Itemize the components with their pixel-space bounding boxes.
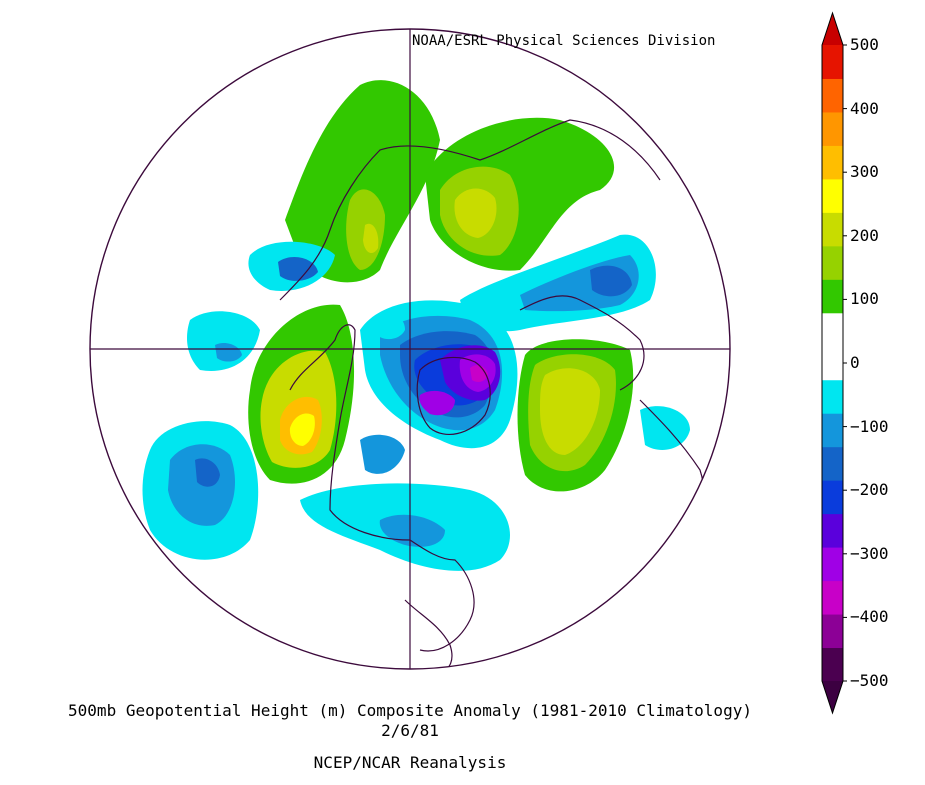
color-bar-tick-label: −500 [850,671,889,690]
color-bar-top-arrow [822,13,843,45]
northwest-ridge-contour-100 [285,80,440,283]
color-bar-tick-label: −200 [850,480,889,500]
color-bar-segment [822,45,843,79]
color-bar-segment [822,78,843,113]
bering-low-contour [187,311,260,371]
color-bar-segment [822,413,843,448]
color-bar-segment [822,212,843,247]
color-bar-segment [822,178,843,213]
map-title: 500mb Geopotential Height (m) Composite … [68,701,752,720]
color-bar-segment [822,245,843,280]
color-bar-segment [822,480,843,515]
pacific-ridge-contour-350 [289,413,315,446]
color-bar-segment [822,346,843,381]
atlantic-europe-low-contour-200 [590,265,632,297]
color-bar-segment [822,111,843,146]
color-bar-tick-label: −400 [850,607,889,627]
color-bar-tick-label: 300 [850,162,879,182]
arctic-ocean-low [375,314,405,340]
hudson-low-contour [360,434,405,474]
east-asia-low-contour-200 [278,257,318,281]
color-bar-segment [822,379,843,414]
color-bar-segment [822,580,843,615]
color-bar-segment [822,547,843,582]
west-africa-low [640,406,690,450]
color-bar-segment [822,312,843,347]
color-bar-tick-label: 400 [850,98,879,118]
south-america-coast [404,599,453,669]
color-bar-tick-label: 500 [850,35,879,54]
map-source: NCEP/NCAR Reanalysis [313,753,507,772]
color-bar-segment [822,513,843,548]
color-bar-segment [822,145,843,180]
color-bar-bottom-arrow [822,681,843,713]
northwest-ridge-core [363,223,379,254]
color-bar-tick-label: 0 [850,353,860,372]
canada-low-contour-300 [419,390,455,416]
greenland-coast [416,356,491,436]
europe-coast [519,295,645,391]
color-bar-tick-label: −300 [850,543,889,563]
color-bar-segment [822,647,843,682]
color-bar-tick-label: 100 [850,289,879,309]
color-bar [821,11,847,715]
east-pacific-low-contour-200 [195,458,220,487]
anomaly-contours [142,80,690,571]
credit-label: NOAA/ESRL Physical Sciences Division [412,33,716,49]
color-bar-tick-label: 200 [850,225,879,245]
map-date: 2/6/81 [381,721,439,740]
color-bar-tick-label: −100 [850,416,889,436]
color-bar-segment [822,279,843,314]
siberia-ridge-contour-200 [454,188,497,238]
north-america-coast [289,324,475,652]
color-bar-segment [822,446,843,481]
europe-ridge-contour-200 [540,368,600,455]
asia-coast [279,119,661,301]
map-boundary [89,28,731,670]
bering-low-core [215,343,242,362]
color-bar-segment [822,614,843,649]
